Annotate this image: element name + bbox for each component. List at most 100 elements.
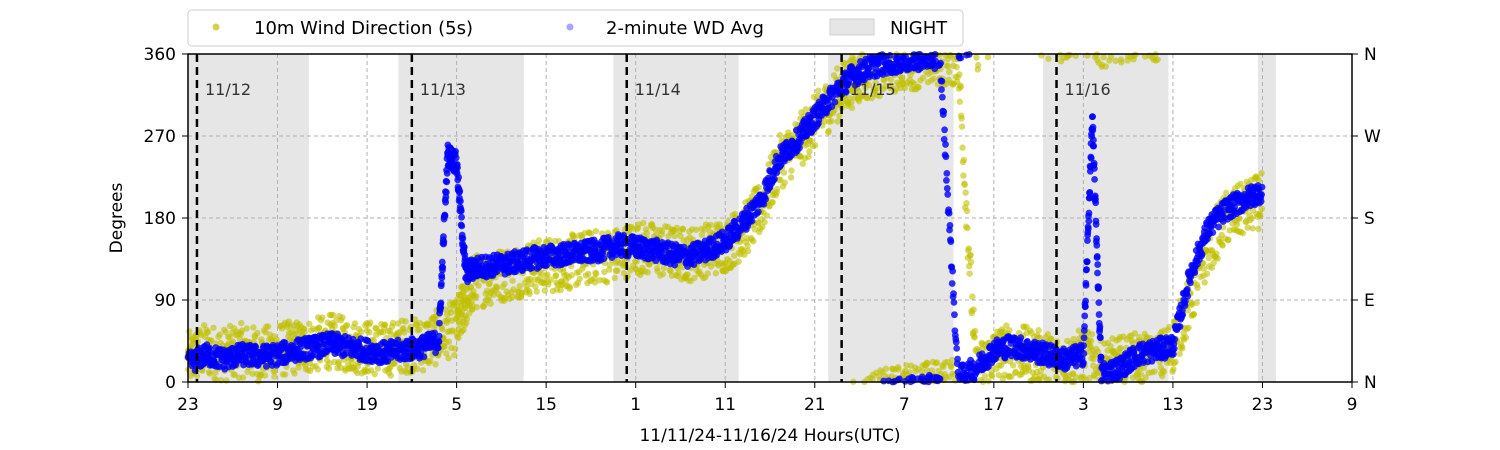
data-point [335,358,343,366]
data-point [730,252,738,259]
data-point [1257,197,1265,205]
data-point [1102,63,1109,70]
data-point [712,270,720,277]
data-point [459,234,467,242]
day-label: 11/13 [420,80,466,99]
data-point [755,184,763,191]
data-point [1184,292,1192,300]
data-point [1091,175,1098,183]
data-point [526,290,533,298]
data-point [971,334,978,341]
data-point [962,189,969,196]
data-point [222,328,229,336]
data-point [1096,334,1104,342]
data-point [1085,209,1093,217]
data-point [309,352,317,359]
data-point [440,233,447,241]
data-point [960,172,967,179]
data-point [437,280,445,288]
data-point [206,344,213,352]
data-point [966,270,973,277]
data-point [1219,242,1226,249]
data-point [1249,225,1256,232]
data-point [944,63,952,70]
data-point [1225,236,1232,243]
data-point [1154,56,1161,63]
x-axis-ticks: 23 9 19 5 15 1 11 21 7 17 3 13 23 9 [177,382,1357,415]
data-point [1112,57,1119,65]
data-point [887,76,895,83]
data-point [1236,215,1243,222]
data-point [432,361,439,368]
data-point [1200,265,1208,272]
data-point [901,84,908,92]
data-point [449,327,456,334]
data-point [438,274,446,282]
data-point [876,92,883,100]
data-point [1166,323,1173,331]
data-point [435,319,443,327]
data-point [487,300,494,307]
data-point [842,88,850,96]
data-point [1222,189,1230,197]
data-point [971,327,979,335]
data-point [938,93,946,101]
data-point [1003,322,1010,329]
data-point [546,236,553,244]
data-point [633,258,640,265]
data-point [374,365,382,372]
data-point [1215,223,1222,231]
data-point [958,123,966,130]
data-point [343,349,350,357]
data-point [451,351,458,359]
data-point [1044,331,1052,338]
data-point [1183,285,1191,293]
data-point [456,187,464,195]
data-point [906,369,913,376]
data-point [325,365,333,372]
data-point [942,141,949,148]
data-point [452,154,460,162]
data-point [776,131,784,139]
data-point [239,374,247,381]
data-point [898,74,906,82]
data-point [252,343,260,351]
data-point [435,332,443,340]
data-point [825,127,832,135]
data-point [1036,334,1044,341]
data-point [946,221,954,229]
data-point [367,319,374,326]
data-point [262,362,270,370]
data-point [781,179,788,186]
data-point [1258,205,1266,212]
data-point [882,365,890,372]
data-point [358,328,365,336]
data-point [547,276,554,283]
data-point [1081,323,1088,330]
data-point [306,320,313,327]
data-point [1237,180,1244,188]
data-point [285,318,292,325]
data-point [391,360,399,367]
data-point [445,355,452,362]
data-point [603,279,611,286]
data-point [591,279,599,286]
data-point [351,320,359,327]
data-point [643,229,651,237]
day-label: 11/15 [850,80,896,99]
data-point [924,360,931,367]
data-point [1066,51,1074,59]
data-point [396,330,403,337]
data-point [557,286,564,294]
data-point [959,144,966,151]
data-point [888,83,895,91]
data-point [807,137,814,144]
data-point [447,309,454,317]
data-point [675,269,682,277]
data-point [1092,221,1100,228]
data-point [974,61,982,69]
data-point [1117,344,1124,352]
data-point [606,261,613,269]
data-point [210,324,217,331]
data-point [704,270,711,277]
